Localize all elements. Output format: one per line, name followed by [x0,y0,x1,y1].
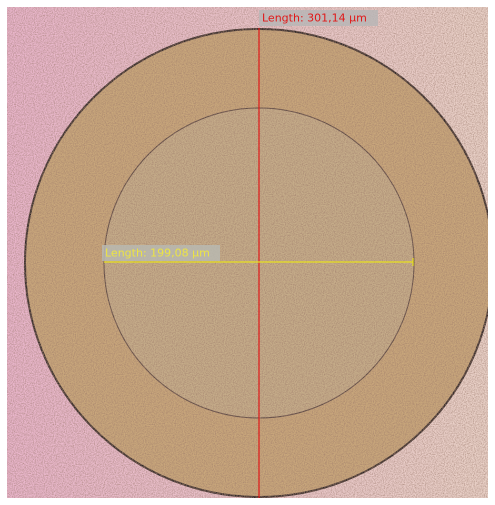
page: Length: 301,14 µm Length: 199,08 µm (() … [0,0,495,505]
measurement-label: Length: 301,14 µm [262,12,367,25]
image-area: Length: 301,14 µm Length: 199,08 µm [7,7,493,498]
sample [7,7,493,498]
measurement-label: Length: 199,08 µm [105,247,210,260]
micrograph: Length: 301,14 µm Length: 199,08 µm [0,0,495,505]
